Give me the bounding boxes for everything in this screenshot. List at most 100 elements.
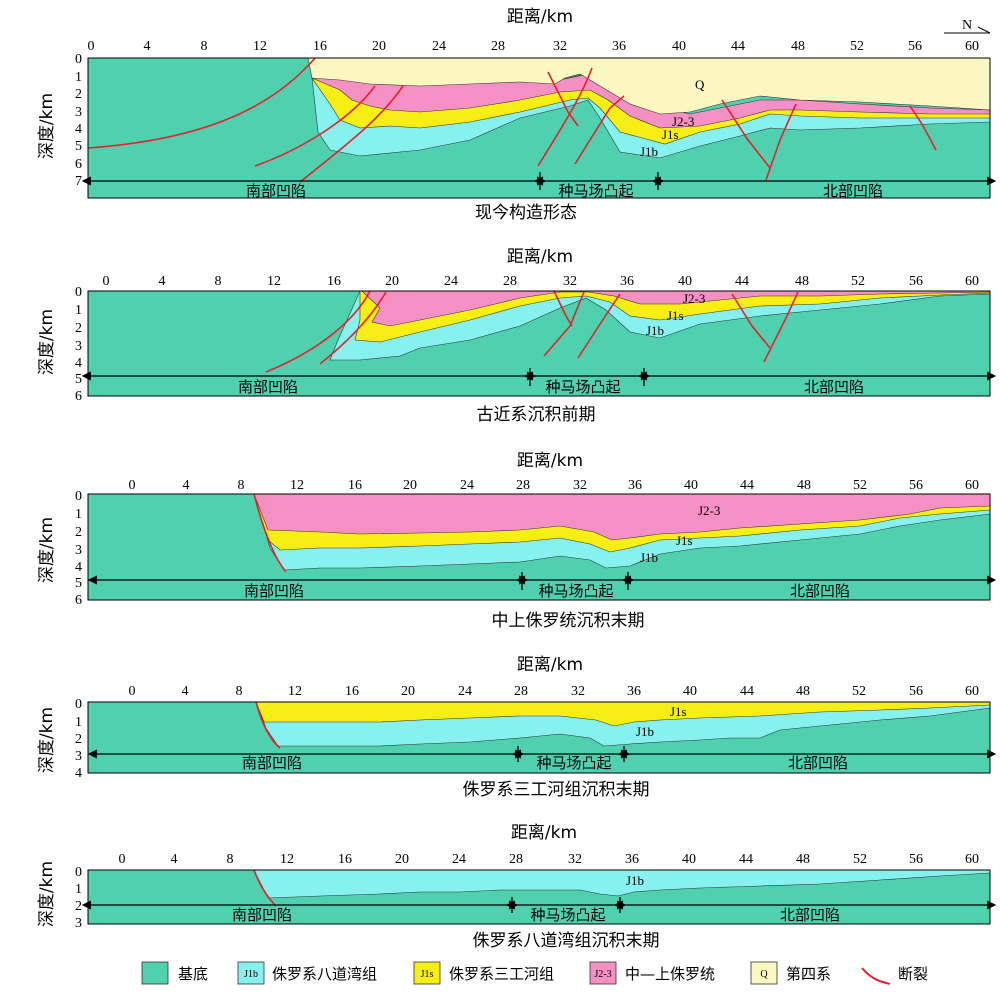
faults: [253, 493, 287, 573]
x-tick: 56: [908, 39, 922, 54]
x-tick: 40: [684, 478, 698, 493]
unit-label: J2-3: [698, 503, 720, 518]
y-tick: 0: [75, 865, 82, 880]
y-tick: 7: [75, 174, 82, 189]
legend-label: 基底: [178, 965, 208, 983]
unit-label: J1b: [626, 873, 644, 888]
x-tick: 8: [227, 852, 234, 867]
x-tick: 48: [796, 852, 810, 867]
x-tick: 8: [215, 274, 222, 289]
y-axis-title: 深度/km: [37, 93, 57, 159]
y-tick: 5: [75, 139, 82, 154]
fault-line: [265, 290, 371, 373]
legend-label: 中—上侏罗统: [625, 965, 715, 983]
x-tick: 8: [201, 39, 208, 54]
y-tick: 1: [75, 70, 82, 85]
x-tick: 0: [103, 274, 110, 289]
x-tick: 48: [797, 478, 811, 493]
y-tick: 1: [75, 303, 82, 318]
legend-label: 侏罗系三工河组: [449, 965, 554, 983]
zone-label: 南部凹陷: [238, 378, 298, 396]
x-tick: 28: [514, 684, 528, 699]
unit-label: J1b: [636, 724, 654, 739]
unit-labels: J1b: [626, 873, 644, 888]
j1s-layer: [255, 701, 991, 727]
x-tick: 44: [740, 478, 754, 493]
x-tick: 32: [563, 274, 577, 289]
zone-arrows: [87, 572, 997, 590]
x-tick: 52: [853, 478, 867, 493]
x-tick: 36: [620, 274, 634, 289]
x-tick: 4: [159, 274, 166, 289]
unit-label: J1b: [640, 144, 658, 159]
x-tick: 16: [327, 274, 341, 289]
x-tick: 28: [516, 478, 530, 493]
unit-label: J1s: [662, 127, 679, 142]
y-axis-title: 深度/km: [37, 309, 57, 375]
y-tick: 4: [75, 560, 82, 575]
x-tick: 24: [460, 478, 474, 493]
y-tick: 0: [75, 52, 82, 67]
x-tick: 44: [740, 684, 754, 699]
unit-label: J1b: [646, 323, 664, 338]
x-tick: 56: [909, 274, 923, 289]
x-tick: 32: [571, 684, 585, 699]
fault-line: [255, 701, 281, 749]
x-tick: 4: [182, 684, 189, 699]
y-ticks: 0 1 2 3 4 5 6: [75, 285, 82, 404]
unit-labels: J2-3 J1s J1b: [640, 503, 720, 565]
y-tick: 3: [75, 339, 82, 354]
q-layer: [307, 57, 991, 115]
x-tick: 56: [909, 478, 923, 493]
legend-item-j1s: J1s 侏罗系三工河组: [413, 961, 554, 985]
x-tick: 20: [385, 274, 399, 289]
x-tick: 52: [852, 684, 866, 699]
fault-line: [577, 293, 621, 359]
fault-line: [574, 95, 625, 165]
y-tick: 4: [75, 766, 82, 781]
north-arrow: N: [944, 18, 991, 34]
x-tick: 8: [238, 478, 245, 493]
fault-line: [319, 291, 387, 365]
x-ticks: 0 4 8 12 16 20 24 28 32 36 40 44 48 52 5…: [88, 39, 980, 54]
x-axis-title: 距离/km: [507, 7, 573, 27]
fault-line: [253, 493, 287, 573]
fault-line: [547, 71, 579, 127]
y-ticks: 0 1 2 3 4 5 6 7: [75, 52, 82, 189]
panel-present-day: 距离/km N 0 4 8 12 16 20 24 28 32 36 40 44…: [37, 7, 997, 223]
x-tick: 12: [280, 852, 294, 867]
x-tick: 32: [568, 852, 582, 867]
x-tick: 28: [503, 274, 517, 289]
panel-title: 侏罗系三工河组沉积末期: [463, 780, 650, 800]
unit-labels: J1s J1b: [636, 704, 687, 739]
zone-label: 南部凹陷: [232, 906, 292, 924]
x-tick: 12: [288, 684, 302, 699]
x-tick: 32: [573, 478, 587, 493]
zone-label: 南部凹陷: [246, 182, 306, 200]
x-tick: 56: [909, 852, 923, 867]
unit-label: J2-3: [672, 114, 694, 129]
x-tick: 12: [253, 39, 267, 54]
j23-layer: [253, 493, 991, 541]
panel-title: 现今构造形态: [475, 203, 577, 223]
x-tick: 48: [791, 39, 805, 54]
x-tick: 20: [403, 478, 417, 493]
x-tick: 44: [739, 852, 753, 867]
x-tick: 0: [119, 852, 126, 867]
x-axis-title: 距离/km: [517, 655, 583, 675]
x-axis-title: 距离/km: [507, 247, 573, 267]
unit-label: J1s: [667, 308, 684, 323]
y-tick: 1: [75, 507, 82, 522]
y-axis-title: 深度/km: [37, 517, 57, 583]
legend-swatch-label: Q: [760, 969, 768, 980]
plot-frame: [87, 869, 991, 925]
unit-label: J1b: [640, 550, 658, 565]
legend-item-j1b: J1b 侏罗系八道湾组: [237, 961, 377, 985]
panel-title: 古近系沉积前期: [477, 405, 596, 425]
x-tick: 4: [144, 39, 151, 54]
x-tick: 52: [850, 39, 864, 54]
y-tick: 4: [75, 122, 82, 137]
zone-label: 北部凹陷: [788, 754, 848, 772]
x-axis-title: 距离/km: [517, 451, 583, 471]
